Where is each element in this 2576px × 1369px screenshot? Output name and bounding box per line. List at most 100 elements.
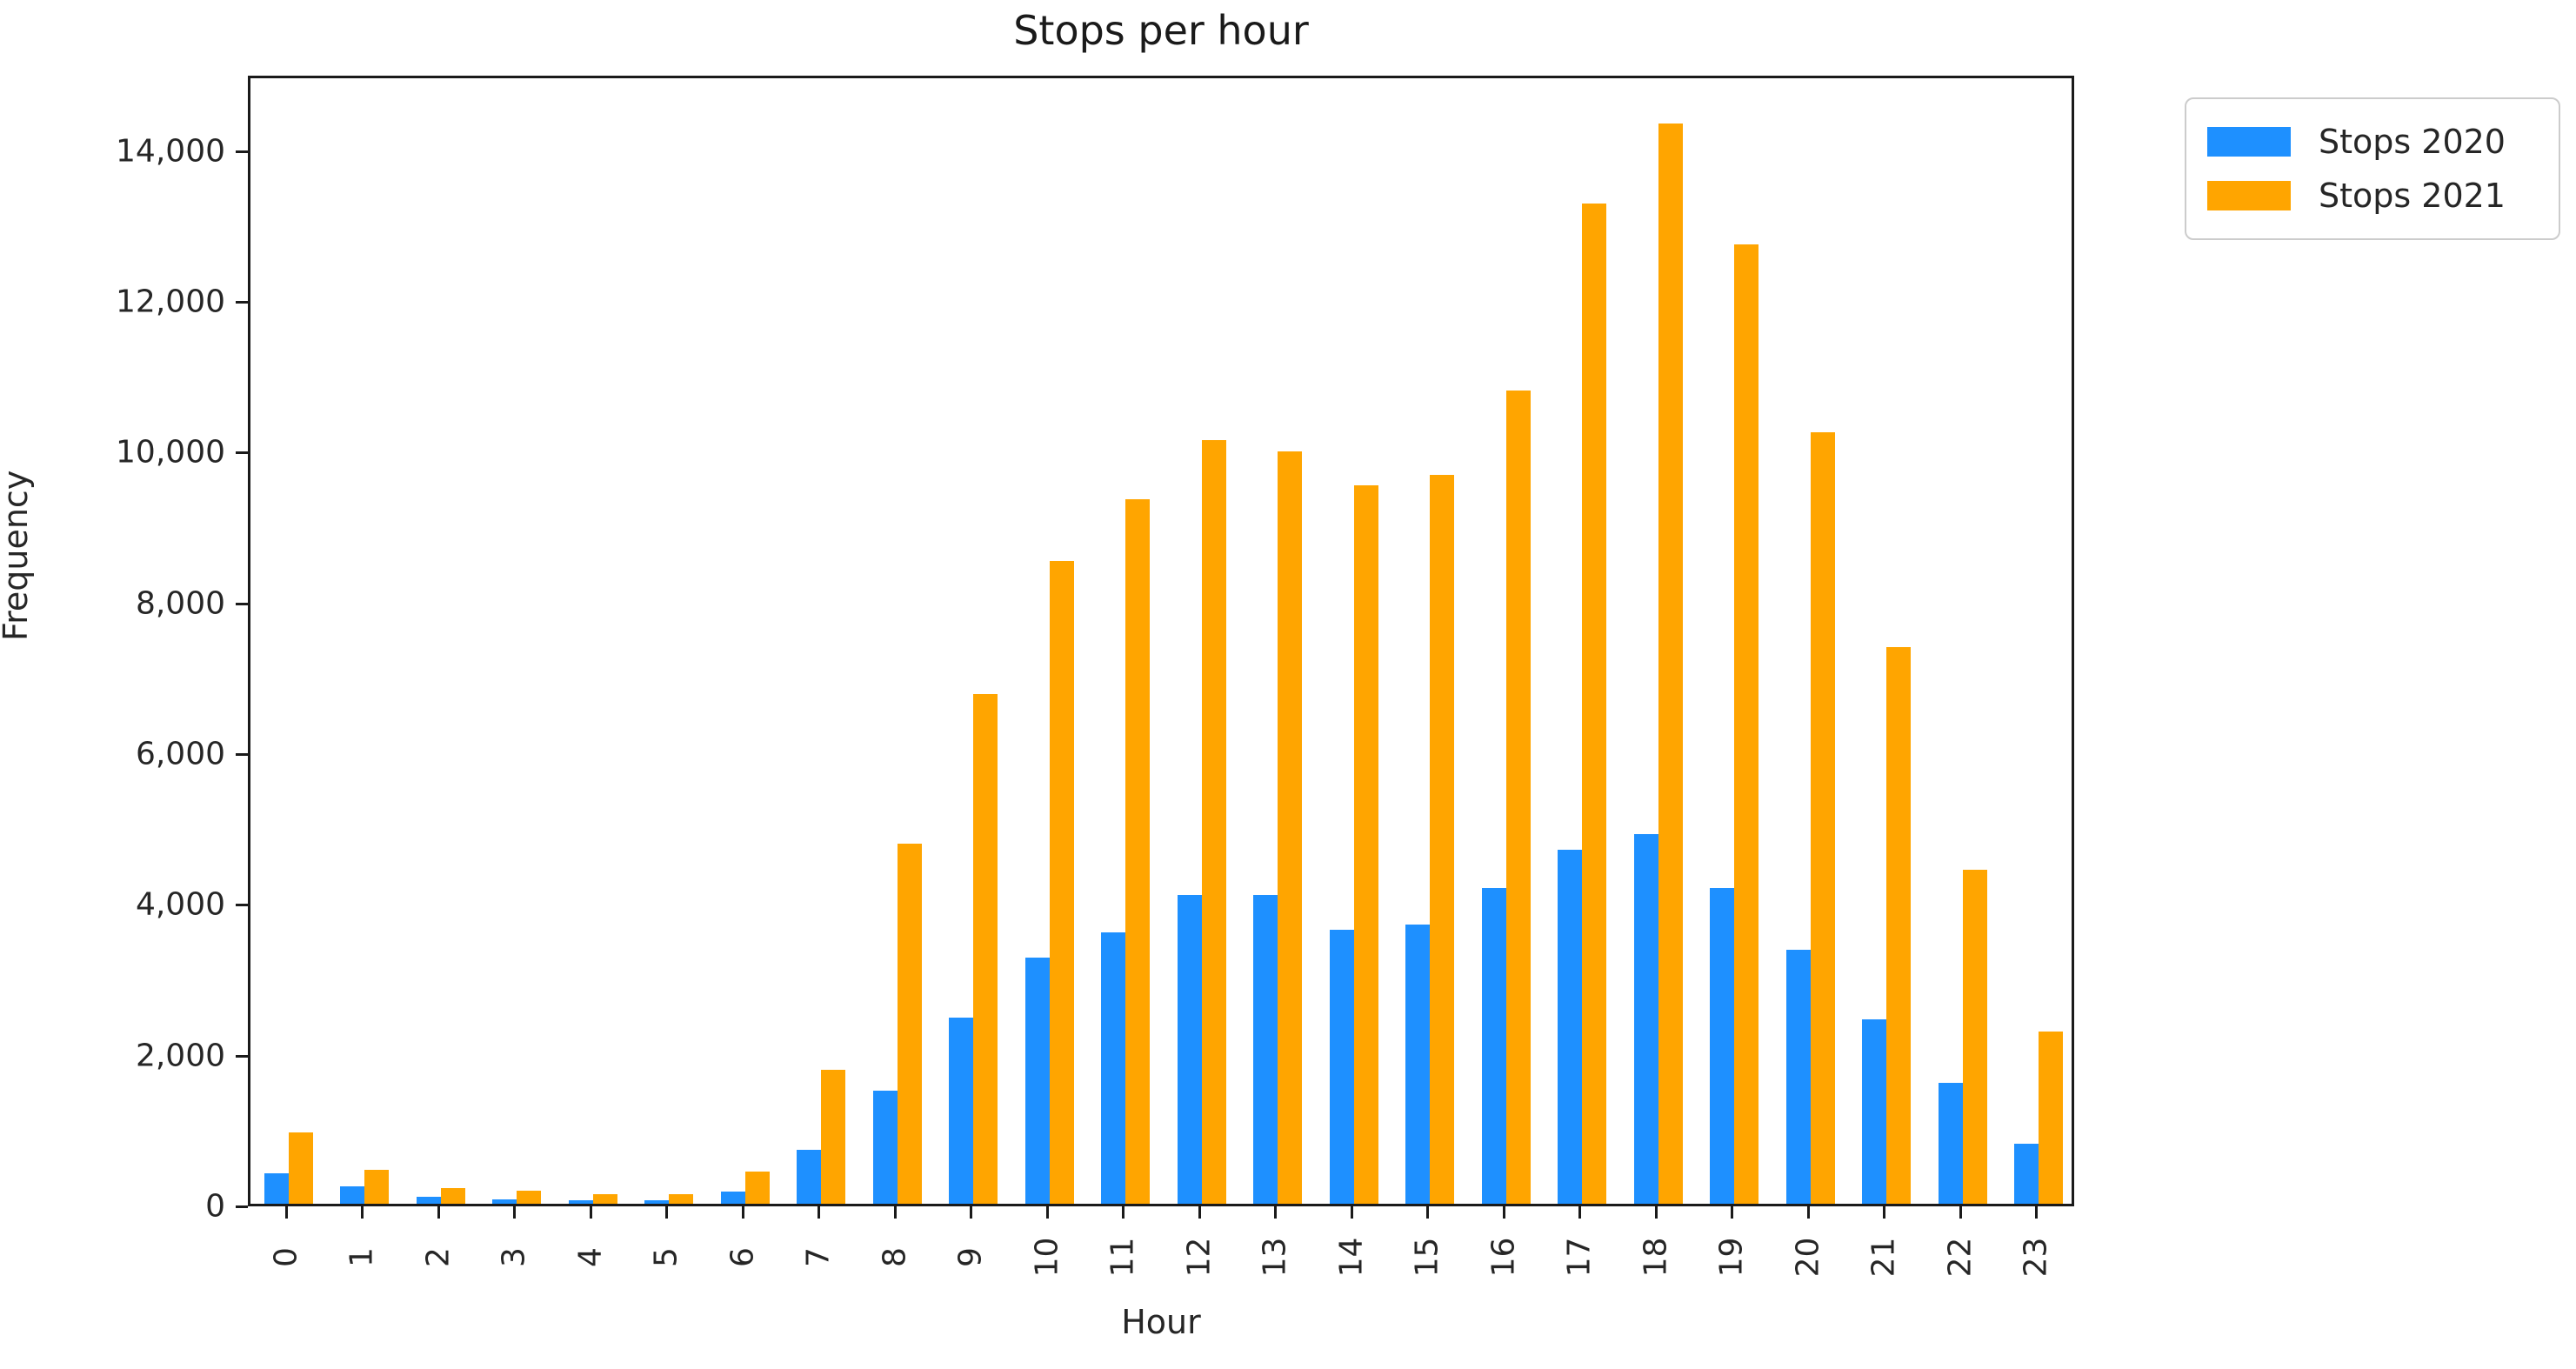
y-tick-mark xyxy=(236,1205,248,1208)
x-tick-mark xyxy=(513,1206,516,1219)
legend: Stops 2020 Stops 2021 xyxy=(2185,97,2560,240)
bar-stops-2021-hour-17 xyxy=(1582,204,1606,1204)
bar-stops-2020-hour-5 xyxy=(644,1200,669,1204)
x-tick-label: 17 xyxy=(1561,1237,1598,1278)
y-tick-mark xyxy=(236,603,248,605)
x-tick-label: 9 xyxy=(952,1247,989,1267)
y-tick-label: 12,000 xyxy=(116,284,225,320)
x-tick-label: 0 xyxy=(268,1247,304,1267)
legend-item-stops-2021: Stops 2021 xyxy=(2207,169,2538,223)
bar-stops-2020-hour-20 xyxy=(1786,950,1811,1204)
x-tick-label: 1 xyxy=(344,1247,380,1267)
bar-stops-2020-hour-15 xyxy=(1405,925,1430,1204)
x-tick-mark xyxy=(1503,1206,1505,1219)
bar-stops-2020-hour-6 xyxy=(721,1192,745,1204)
y-tick-label: 2,000 xyxy=(135,1038,225,1074)
y-tick-mark xyxy=(236,1055,248,1058)
bar-stops-2021-hour-7 xyxy=(821,1070,845,1204)
x-tick-label: 6 xyxy=(724,1247,761,1267)
y-tick-label: 8,000 xyxy=(135,585,225,622)
bar-stops-2020-hour-18 xyxy=(1634,834,1658,1204)
x-tick-mark xyxy=(590,1206,592,1219)
y-tick-label: 14,000 xyxy=(116,133,225,170)
x-tick-label: 5 xyxy=(648,1247,684,1267)
x-tick-mark xyxy=(1122,1206,1124,1219)
bar-stops-2020-hour-13 xyxy=(1253,895,1278,1204)
bar-stops-2021-hour-20 xyxy=(1811,432,1835,1204)
x-tick-mark xyxy=(1883,1206,1885,1219)
x-tick-label: 2 xyxy=(420,1247,457,1267)
bar-stops-2021-hour-19 xyxy=(1734,244,1758,1204)
y-tick-mark xyxy=(236,904,248,906)
x-tick-mark xyxy=(1198,1206,1201,1219)
bar-stops-2021-hour-8 xyxy=(898,844,922,1204)
legend-label: Stops 2021 xyxy=(2319,177,2506,215)
legend-swatch-icon xyxy=(2207,181,2291,210)
x-tick-label: 7 xyxy=(800,1247,837,1267)
y-tick-mark xyxy=(236,301,248,304)
bar-stops-2020-hour-9 xyxy=(949,1018,973,1204)
bar-stops-2021-hour-23 xyxy=(2039,1032,2063,1204)
bar-stops-2020-hour-22 xyxy=(1939,1083,1963,1204)
bar-stops-2021-hour-16 xyxy=(1506,391,1531,1204)
bar-stops-2020-hour-4 xyxy=(569,1200,593,1204)
bar-stops-2020-hour-2 xyxy=(417,1197,441,1204)
y-tick-label: 6,000 xyxy=(135,736,225,772)
bar-stops-2021-hour-12 xyxy=(1202,440,1226,1204)
bar-stops-2021-hour-5 xyxy=(669,1194,693,1204)
bar-stops-2021-hour-22 xyxy=(1963,870,1987,1204)
x-tick-label: 13 xyxy=(1257,1237,1293,1278)
x-tick-mark xyxy=(1426,1206,1429,1219)
x-tick-label: 15 xyxy=(1409,1237,1445,1278)
bar-stops-2020-hour-23 xyxy=(2014,1144,2039,1204)
x-tick-mark xyxy=(894,1206,897,1219)
chart-title: Stops per hour xyxy=(1013,7,1309,54)
bar-stops-2020-hour-1 xyxy=(340,1186,364,1204)
bar-stops-2021-hour-15 xyxy=(1430,475,1454,1204)
x-tick-label: 22 xyxy=(1942,1237,1979,1278)
x-tick-mark xyxy=(1655,1206,1658,1219)
x-tick-mark xyxy=(2035,1206,2038,1219)
bar-stops-2020-hour-0 xyxy=(264,1173,289,1204)
bar-stops-2021-hour-1 xyxy=(364,1170,389,1204)
x-tick-mark xyxy=(1046,1206,1049,1219)
y-tick-label: 4,000 xyxy=(135,886,225,923)
x-tick-mark xyxy=(1578,1206,1581,1219)
x-tick-label: 18 xyxy=(1638,1237,1674,1278)
bar-stops-2020-hour-19 xyxy=(1710,888,1734,1204)
bar-stops-2021-hour-14 xyxy=(1354,485,1378,1204)
x-tick-mark xyxy=(742,1206,744,1219)
x-tick-label: 23 xyxy=(2018,1237,2054,1278)
y-tick-mark xyxy=(236,150,248,153)
x-tick-mark xyxy=(1274,1206,1277,1219)
x-tick-mark xyxy=(1731,1206,1733,1219)
x-tick-label: 16 xyxy=(1485,1237,1522,1278)
bar-stops-2021-hour-11 xyxy=(1125,499,1150,1204)
x-tick-label: 21 xyxy=(1865,1237,1902,1278)
x-tick-mark xyxy=(437,1206,440,1219)
x-tick-mark xyxy=(1807,1206,1810,1219)
bar-stops-2020-hour-21 xyxy=(1862,1019,1886,1204)
x-tick-mark xyxy=(665,1206,668,1219)
bar-stops-2020-hour-7 xyxy=(797,1150,821,1204)
bar-stops-2021-hour-10 xyxy=(1050,561,1074,1204)
x-tick-mark xyxy=(818,1206,820,1219)
bar-stops-2020-hour-3 xyxy=(492,1199,517,1204)
bar-stops-2020-hour-10 xyxy=(1025,958,1050,1204)
bar-stops-2020-hour-11 xyxy=(1101,932,1125,1204)
x-tick-label: 12 xyxy=(1181,1237,1218,1278)
bar-stops-2020-hour-8 xyxy=(873,1091,898,1204)
x-tick-label: 3 xyxy=(496,1247,532,1267)
bar-stops-2020-hour-17 xyxy=(1558,850,1582,1204)
bar-stops-2021-hour-3 xyxy=(517,1191,541,1204)
y-tick-mark xyxy=(236,753,248,756)
y-axis-label: Frequency xyxy=(0,470,35,641)
legend-label: Stops 2020 xyxy=(2319,123,2506,161)
x-tick-label: 11 xyxy=(1104,1237,1141,1278)
x-tick-label: 19 xyxy=(1713,1237,1750,1278)
y-tick-label: 10,000 xyxy=(116,434,225,471)
bar-stops-2021-hour-4 xyxy=(593,1194,617,1204)
x-tick-mark xyxy=(285,1206,288,1219)
legend-swatch-icon xyxy=(2207,127,2291,157)
